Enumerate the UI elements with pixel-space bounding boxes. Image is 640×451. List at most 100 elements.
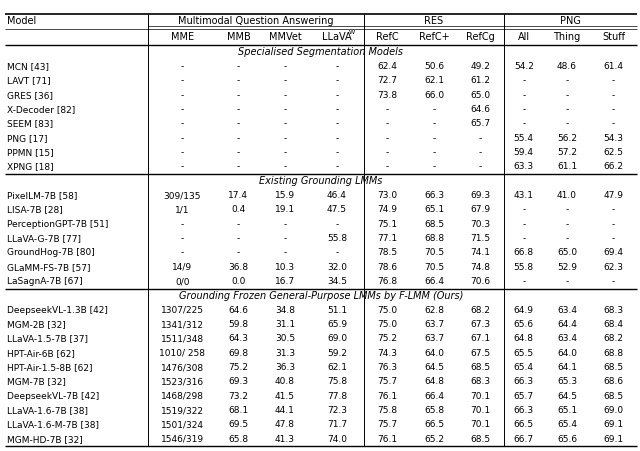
Text: 74.9: 74.9 <box>378 206 397 214</box>
Text: 68.8: 68.8 <box>424 234 444 243</box>
Text: -: - <box>479 134 482 143</box>
Text: -: - <box>237 120 240 129</box>
Text: LLaVA-1.6-7B [38]: LLaVA-1.6-7B [38] <box>7 406 88 415</box>
Text: 59.4: 59.4 <box>514 148 534 157</box>
Text: 57.2: 57.2 <box>557 148 577 157</box>
Text: 68.5: 68.5 <box>604 392 623 401</box>
Text: -: - <box>237 91 240 100</box>
Text: 67.3: 67.3 <box>470 320 490 329</box>
Text: 1307/225: 1307/225 <box>161 306 204 315</box>
Text: 61.2: 61.2 <box>470 76 490 85</box>
Text: -: - <box>335 76 339 85</box>
Text: -: - <box>237 148 240 157</box>
Text: 41.5: 41.5 <box>275 392 295 401</box>
Text: -: - <box>284 134 287 143</box>
Text: 75.7: 75.7 <box>378 377 397 387</box>
Text: W: W <box>349 30 355 35</box>
Text: 66.2: 66.2 <box>604 162 623 171</box>
Text: HPT-Air-6B [62]: HPT-Air-6B [62] <box>7 349 75 358</box>
Text: -: - <box>479 162 482 171</box>
Text: Model: Model <box>7 16 36 27</box>
Text: -: - <box>386 105 389 114</box>
Text: 65.0: 65.0 <box>470 91 490 100</box>
Text: 14/9: 14/9 <box>172 263 193 272</box>
Text: -: - <box>522 277 525 286</box>
Text: 47.9: 47.9 <box>604 191 623 200</box>
Text: -: - <box>284 234 287 243</box>
Text: 69.4: 69.4 <box>604 249 623 258</box>
Text: -: - <box>180 234 184 243</box>
Text: -: - <box>386 148 389 157</box>
Text: 64.6: 64.6 <box>470 105 490 114</box>
Text: 19.1: 19.1 <box>275 206 295 214</box>
Text: 76.8: 76.8 <box>378 277 397 286</box>
Text: 71.5: 71.5 <box>470 234 490 243</box>
Text: LISA-7B [28]: LISA-7B [28] <box>7 206 63 214</box>
Text: 68.3: 68.3 <box>470 377 490 387</box>
Text: -: - <box>284 162 287 171</box>
Text: LaSagnA-7B [67]: LaSagnA-7B [67] <box>7 277 83 286</box>
Text: 68.2: 68.2 <box>470 306 490 315</box>
Text: -: - <box>522 220 525 229</box>
Text: 78.6: 78.6 <box>378 263 397 272</box>
Text: 64.6: 64.6 <box>228 306 248 315</box>
Text: 1519/322: 1519/322 <box>161 406 204 415</box>
Text: 0.4: 0.4 <box>231 206 246 214</box>
Text: 65.3: 65.3 <box>557 377 577 387</box>
Text: -: - <box>180 220 184 229</box>
Text: 70.1: 70.1 <box>470 392 490 401</box>
Text: 76.3: 76.3 <box>378 363 397 372</box>
Text: 61.1: 61.1 <box>557 162 577 171</box>
Text: 1511/348: 1511/348 <box>161 335 204 344</box>
Text: -: - <box>433 105 436 114</box>
Text: 61.4: 61.4 <box>604 62 623 71</box>
Text: -: - <box>612 120 615 129</box>
Text: -: - <box>565 105 569 114</box>
Text: 70.1: 70.1 <box>470 406 490 415</box>
Text: 50.6: 50.6 <box>424 62 444 71</box>
Text: 69.5: 69.5 <box>228 420 248 429</box>
Text: 69.3: 69.3 <box>470 191 490 200</box>
Text: 54.3: 54.3 <box>604 134 623 143</box>
Text: 69.3: 69.3 <box>228 377 248 387</box>
Text: -: - <box>612 220 615 229</box>
Text: GLaMM-FS-7B [57]: GLaMM-FS-7B [57] <box>7 263 90 272</box>
Text: 67.5: 67.5 <box>470 349 490 358</box>
Text: X-Decoder [82]: X-Decoder [82] <box>7 105 76 114</box>
Text: 70.6: 70.6 <box>470 277 490 286</box>
Text: 70.1: 70.1 <box>470 420 490 429</box>
Text: -: - <box>433 134 436 143</box>
Text: 76.1: 76.1 <box>378 392 397 401</box>
Text: -: - <box>612 206 615 214</box>
Text: 68.8: 68.8 <box>604 349 623 358</box>
Text: MGM-7B [32]: MGM-7B [32] <box>7 377 66 387</box>
Text: 1341/312: 1341/312 <box>161 320 204 329</box>
Text: 66.3: 66.3 <box>514 377 534 387</box>
Text: 49.2: 49.2 <box>470 62 490 71</box>
Text: 31.1: 31.1 <box>275 320 295 329</box>
Text: 75.1: 75.1 <box>378 220 397 229</box>
Text: 69.1: 69.1 <box>604 420 623 429</box>
Text: 36.8: 36.8 <box>228 263 248 272</box>
Text: 43.1: 43.1 <box>514 191 534 200</box>
Text: PNG [17]: PNG [17] <box>7 134 47 143</box>
Text: -: - <box>335 162 339 171</box>
Text: 74.3: 74.3 <box>378 349 397 358</box>
Text: -: - <box>612 76 615 85</box>
Text: 62.4: 62.4 <box>378 62 397 71</box>
Text: 68.5: 68.5 <box>604 363 623 372</box>
Text: -: - <box>180 62 184 71</box>
Text: 62.5: 62.5 <box>604 148 623 157</box>
Text: 16.7: 16.7 <box>275 277 295 286</box>
Text: 73.8: 73.8 <box>378 91 397 100</box>
Text: RefC: RefC <box>376 32 399 42</box>
Text: 1/1: 1/1 <box>175 206 189 214</box>
Text: 68.5: 68.5 <box>470 435 490 444</box>
Text: 54.2: 54.2 <box>514 62 534 71</box>
Text: 73.0: 73.0 <box>378 191 397 200</box>
Text: 65.1: 65.1 <box>424 206 444 214</box>
Text: -: - <box>522 105 525 114</box>
Text: 34.8: 34.8 <box>275 306 295 315</box>
Text: 65.6: 65.6 <box>514 320 534 329</box>
Text: 46.4: 46.4 <box>327 191 347 200</box>
